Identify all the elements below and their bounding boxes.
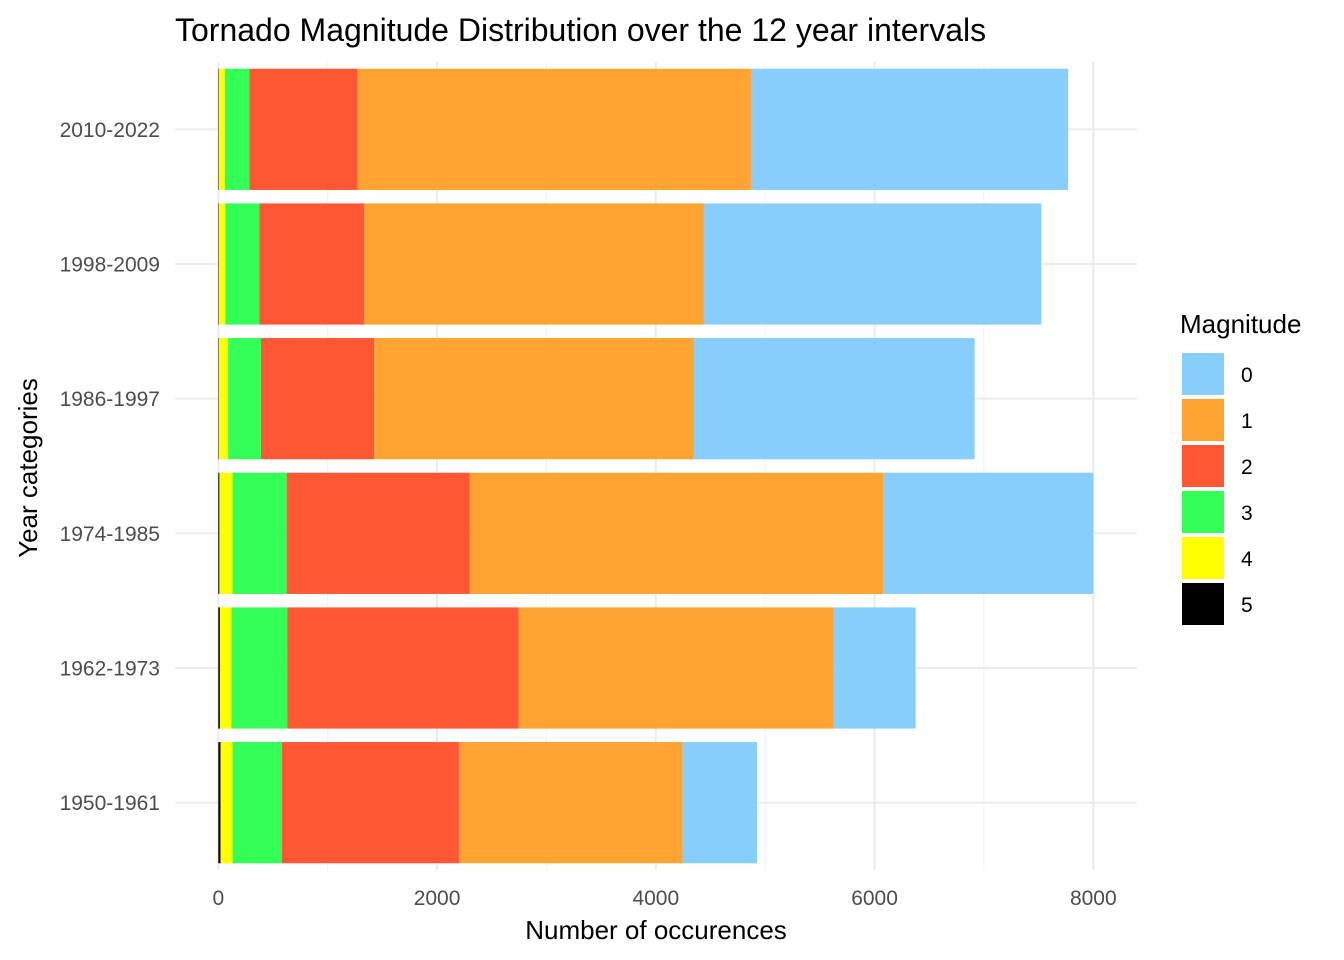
bars [218, 68, 1094, 864]
bar-segment-mag3-2010-2022 [224, 68, 250, 190]
bar-segment-mag0-2010-2022 [750, 68, 1069, 190]
bar-segment-mag5-1974-1985 [218, 472, 220, 594]
bar-segment-mag3-1950-1961 [232, 742, 282, 864]
bar-segment-mag2-1950-1961 [281, 742, 459, 864]
bar-segment-mag4-1998-2009 [218, 203, 226, 325]
bar-segment-mag4-1962-1973 [219, 607, 232, 729]
y-tick-label: 1998-2009 [60, 254, 160, 277]
bar-segment-mag2-1986-1997 [260, 338, 375, 460]
chart-title: Tornado Magnitude Distribution over the … [175, 12, 986, 48]
y-tick-label: 1950-1961 [60, 792, 160, 815]
y-tick-label: 1974-1985 [60, 523, 160, 546]
bar-segment-mag4-1950-1961 [220, 742, 233, 864]
bar-segment-mag3-1986-1997 [228, 338, 261, 460]
bar-segment-mag2-1998-2009 [259, 203, 365, 325]
x-tick-label: 8000 [1070, 887, 1117, 910]
bar-segment-mag5-1950-1961 [218, 742, 221, 864]
bar-segment-mag1-1950-1961 [458, 742, 683, 864]
bar-segment-mag1-2010-2022 [357, 68, 751, 190]
legend-title: Magnitude [1180, 309, 1301, 339]
bar-segment-mag1-1962-1973 [518, 607, 834, 729]
y-tick-label: 2010-2022 [60, 119, 160, 142]
legend-key-3 [1182, 491, 1224, 533]
bar-segment-mag5-1986-1997 [218, 338, 219, 460]
y-tick-label: 1962-1973 [60, 658, 160, 681]
bar-segment-mag4-1986-1997 [218, 338, 229, 460]
legend-key-5 [1182, 583, 1224, 625]
legend-label-3: 3 [1241, 502, 1253, 525]
legend-key-0 [1182, 353, 1224, 395]
bar-segment-mag3-1974-1985 [232, 472, 287, 594]
bar-segment-mag4-2010-2022 [218, 68, 225, 190]
bar-segment-mag0-1950-1961 [682, 742, 757, 864]
bar-segment-mag5-2010-2022 [218, 68, 219, 190]
bar-segment-mag1-1974-1985 [469, 472, 884, 594]
x-axis-ticks: 0 2000 4000 6000 8000 [212, 887, 1116, 910]
y-tick-label: 1986-1997 [60, 388, 160, 411]
bar-segment-mag5-1962-1973 [218, 607, 220, 729]
legend-items: 0 1 2 3 4 5 [1182, 353, 1253, 625]
bar-segment-mag2-1962-1973 [287, 607, 519, 729]
x-tick-label: 2000 [414, 887, 461, 910]
bar-segment-mag1-1986-1997 [374, 338, 695, 460]
x-tick-label: 0 [212, 887, 224, 910]
bar-segment-mag3-1962-1973 [231, 607, 288, 729]
bar-segment-mag0-1962-1973 [833, 607, 916, 729]
legend-label-5: 5 [1241, 594, 1253, 617]
y-axis-ticks: 1950-1961 1962-1973 1974-1985 1986-1997 1998… [60, 119, 160, 815]
bar-segment-mag2-2010-2022 [249, 68, 358, 190]
bar-segment-mag0-1998-2009 [703, 203, 1042, 325]
x-tick-label: 4000 [632, 887, 679, 910]
bar-segment-mag4-1974-1985 [219, 472, 233, 594]
bar-segment-mag2-1974-1985 [286, 472, 470, 594]
legend-label-0: 0 [1241, 364, 1253, 387]
bar-segment-mag0-1974-1985 [883, 472, 1094, 594]
x-tick-label: 6000 [851, 887, 898, 910]
bar-segment-mag0-1986-1997 [694, 338, 975, 460]
y-axis-title: Year categories [13, 378, 43, 558]
legend: Magnitude 0 1 2 3 4 5 [1180, 309, 1301, 625]
legend-key-1 [1182, 399, 1224, 441]
legend-label-4: 4 [1241, 548, 1253, 571]
legend-key-4 [1182, 537, 1224, 579]
legend-key-2 [1182, 445, 1224, 487]
x-axis-title: Number of occurences [525, 915, 787, 945]
legend-label-1: 1 [1241, 410, 1253, 433]
bar-segment-mag5-1998-2009 [218, 203, 219, 325]
bar-segment-mag1-1998-2009 [364, 203, 704, 325]
legend-label-2: 2 [1241, 456, 1253, 479]
bar-segment-mag3-1998-2009 [225, 203, 260, 325]
